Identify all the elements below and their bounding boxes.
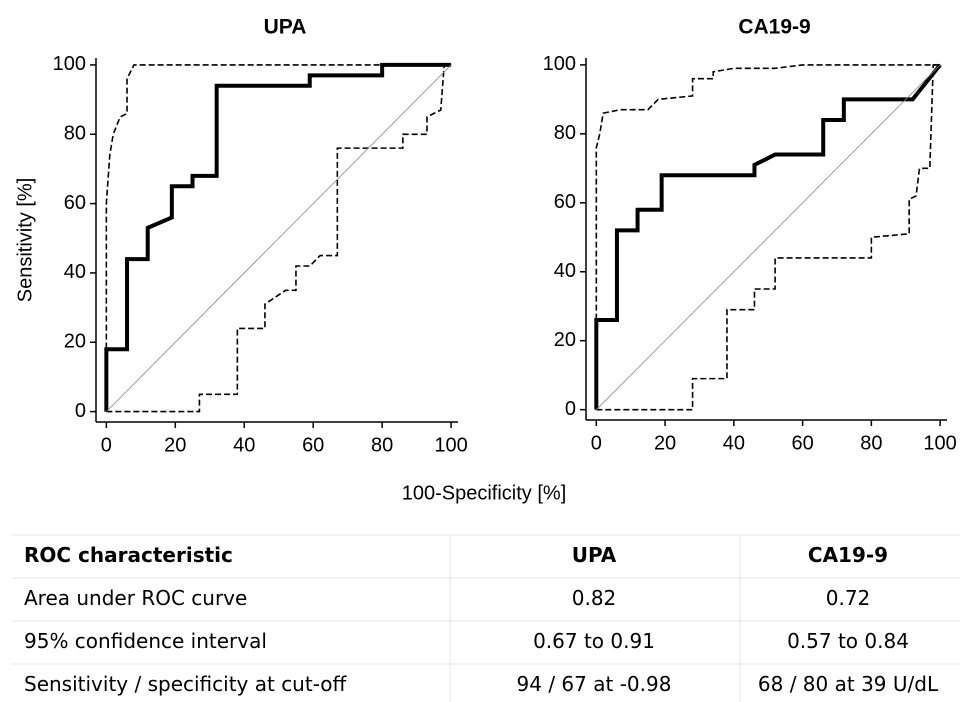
y-tick-label: 80 [554,122,576,144]
roc-line [106,64,452,412]
roc-line [596,64,941,410]
y-tick-label: 40 [554,260,576,282]
ci-line [595,64,941,410]
x-tick-label: 80 [860,432,882,454]
x-tick-label: 40 [233,434,255,456]
table-header-cell: UPA [572,543,617,567]
y-tick-label: 100 [53,53,86,75]
y-tick-label: 80 [64,123,86,145]
x-tick-label: 60 [302,434,324,456]
table-cell: 0.67 to 0.91 [533,629,655,653]
x-tick-label: 100 [923,432,956,454]
roc-line [594,63,942,410]
y-tick-label: 100 [543,53,576,75]
table-cell: 94 / 67 at -0.98 [517,672,672,696]
x-tick-label: 60 [791,432,813,454]
y-tick-label: 20 [554,329,576,351]
x-tick-label: 0 [101,434,112,456]
table-cell: Area under ROC curve [24,586,247,610]
y-tick-label: 60 [554,191,576,213]
table-cell: 0.57 to 0.84 [787,629,909,653]
x-tick-label: 100 [434,434,467,456]
chart-title: UPA [264,16,307,39]
x-tick-label: 20 [164,434,186,456]
y-tick-label: 0 [75,400,86,422]
x-axis-label: 100-Specificity [%] [402,482,567,504]
table-cell: 0.82 [572,586,617,610]
table-cell: 95% confidence interval [24,629,267,653]
roc-line [104,62,452,412]
y-tick-label: 40 [64,261,86,283]
y-tick-label: 20 [64,331,86,353]
ci-line [596,64,941,411]
y-tick-label: 0 [565,398,576,420]
x-tick-label: 40 [723,432,745,454]
x-tick-label: 0 [591,432,602,454]
table-cell: 68 / 80 at 39 U/dL [758,672,939,696]
x-tick-label: 80 [371,434,393,456]
y-axis-label: Sensitivity [%] [14,178,36,302]
table-header-cell: ROC characteristic [24,543,233,567]
chart-title: CA19-9 [738,16,810,39]
y-tick-label: 60 [64,192,86,214]
table-header-cell: CA19-9 [808,543,888,567]
x-tick-label: 20 [654,432,676,454]
table-cell: 0.72 [826,586,871,610]
table-cell: Sensitivity / specificity at cut-off [24,672,348,696]
